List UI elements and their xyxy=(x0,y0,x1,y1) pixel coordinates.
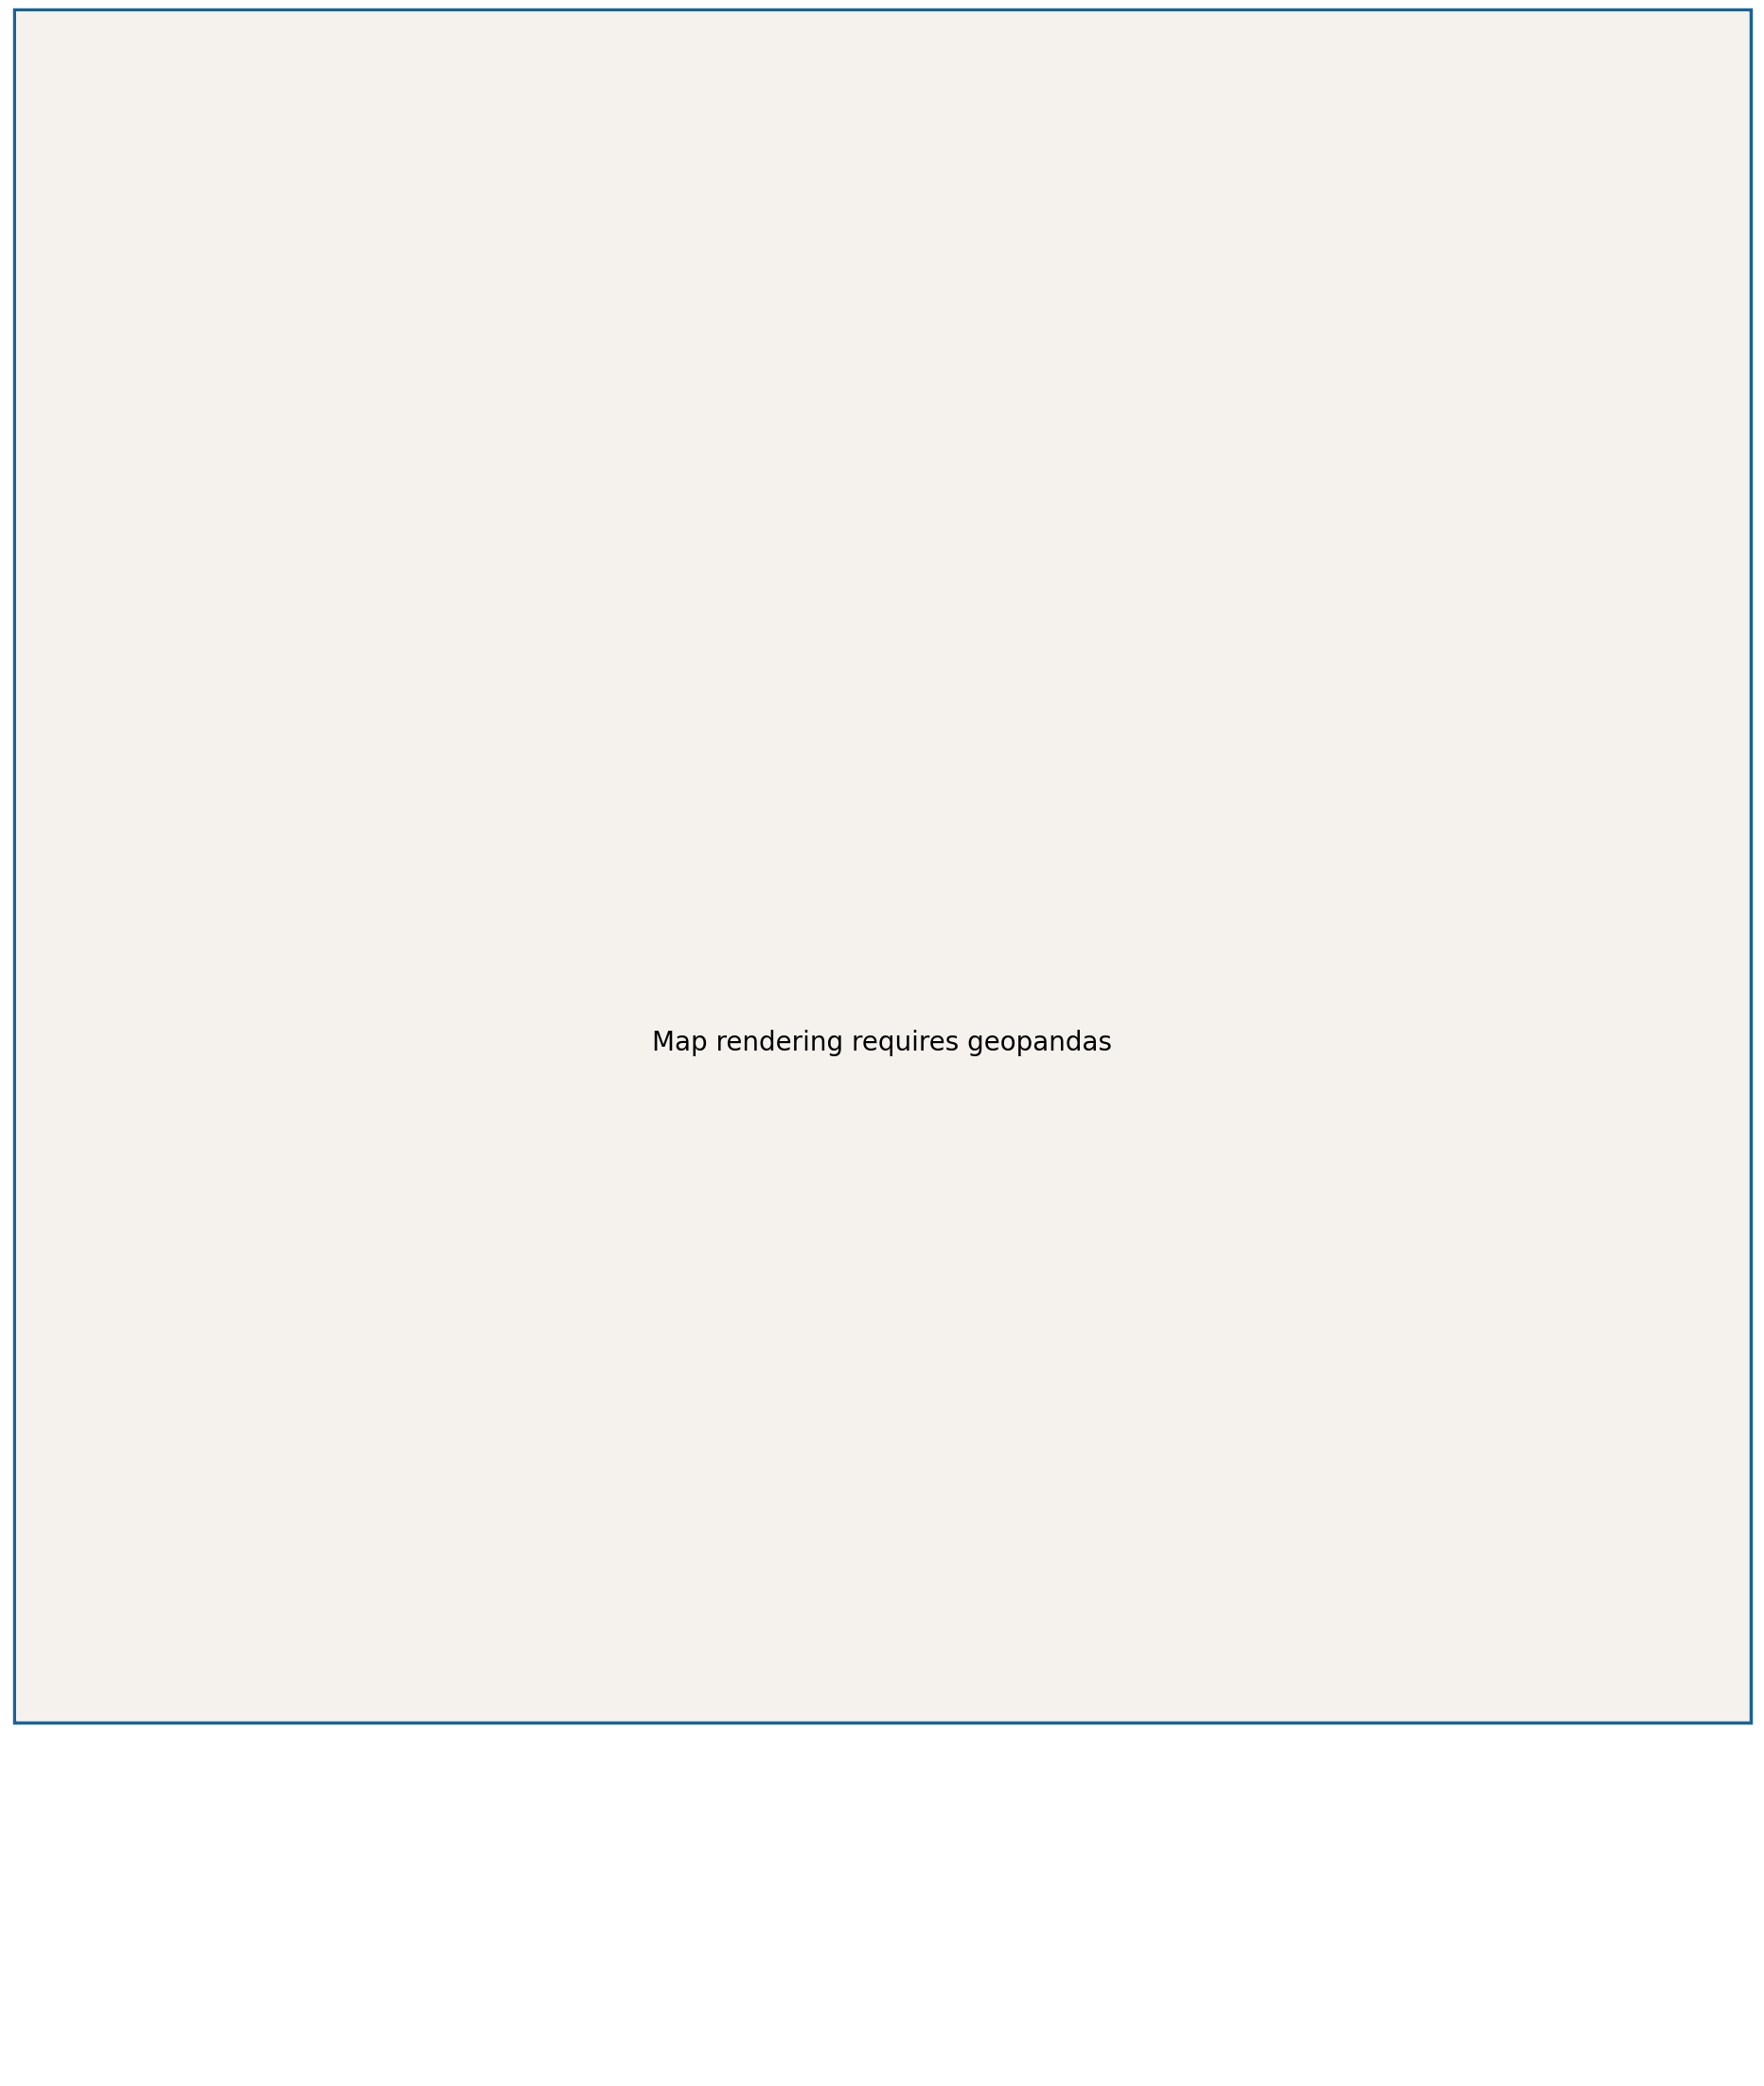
Text: Map rendering requires geopandas: Map rendering requires geopandas xyxy=(653,1030,1111,1056)
Bar xyxy=(14,10,1750,1723)
Bar xyxy=(16,10,1748,1721)
